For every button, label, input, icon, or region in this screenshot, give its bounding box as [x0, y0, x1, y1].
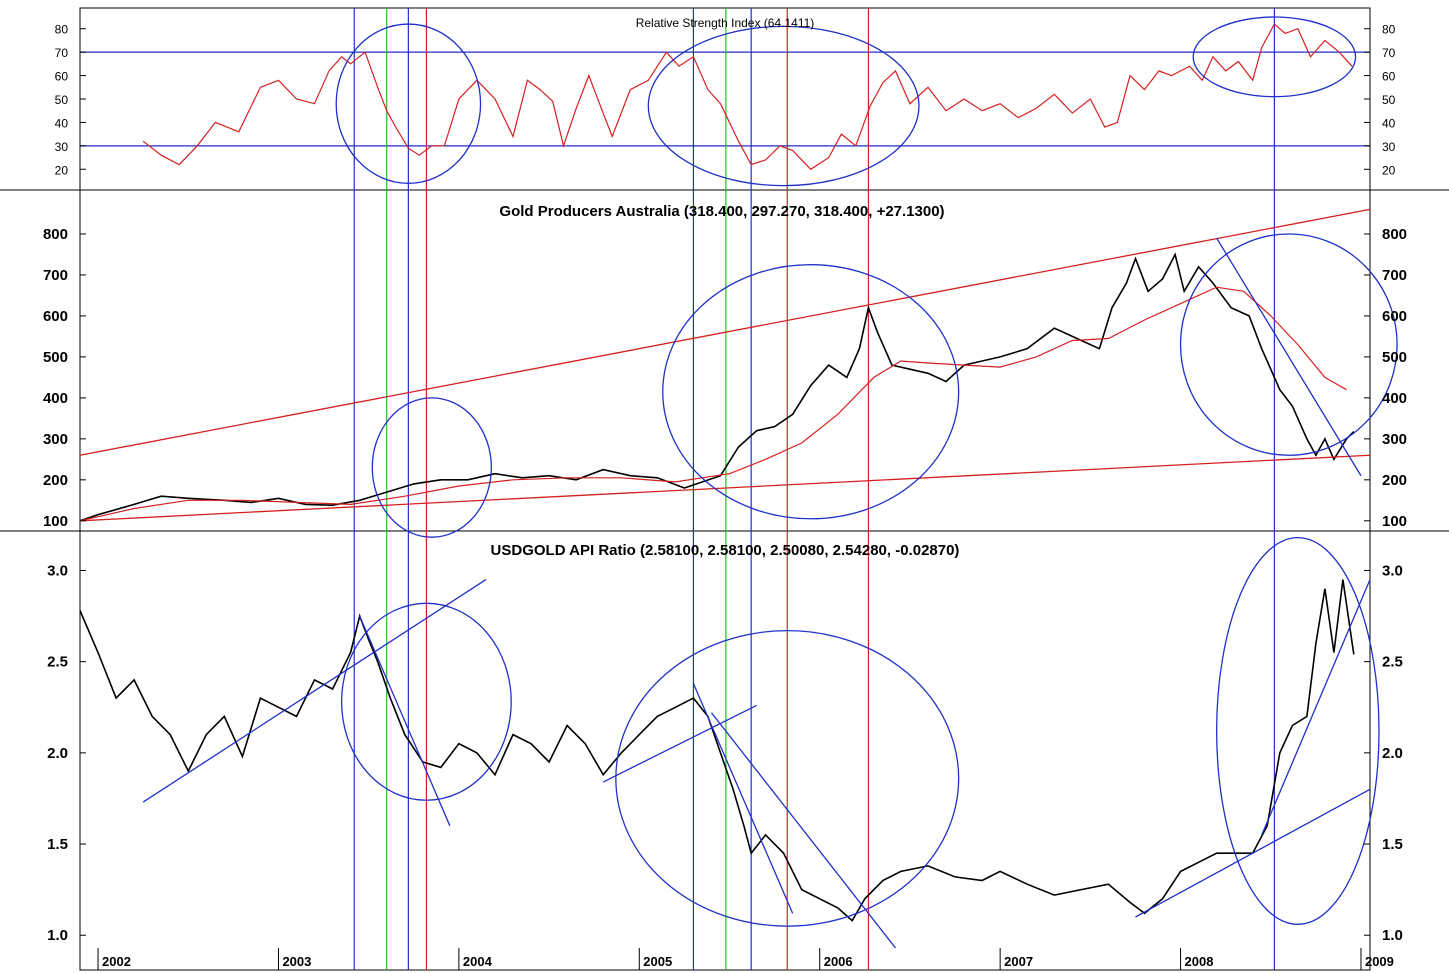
rsi-ytick-left-30: 30 [55, 140, 69, 154]
xtick-2008: 2008 [1185, 954, 1214, 969]
usdgold-api-ratio-series-0 [79, 579, 1355, 922]
usdgold-api-ratio-ytick-right-2.5: 2.5 [1382, 654, 1403, 671]
usdgold-api-ratio-ytick-left-2.0: 2.0 [47, 745, 68, 762]
xtick-2004: 2004 [463, 954, 493, 969]
usdgold-api-ratio-ellipse-7 [615, 630, 960, 927]
gold-producers-ytick-left-100: 100 [43, 513, 68, 530]
gold-producers-ytick-right-600: 600 [1382, 308, 1407, 325]
xtick-2005: 2005 [643, 954, 672, 969]
usdgold-api-ratio-trendline-2 [602, 704, 757, 783]
gold-producers-ytick-right-200: 200 [1382, 472, 1407, 489]
usdgold-api-ratio-trendline-5 [1135, 788, 1371, 918]
gold-producers-ytick-left-300: 300 [43, 431, 68, 448]
usdgold-api-ratio-ellipse-6 [340, 602, 512, 801]
trendlines [79, 208, 1371, 949]
usdgold-api-ratio-trendline-3 [692, 683, 794, 914]
rsi-ytick-right-30: 30 [1382, 140, 1396, 154]
gold-producers-ytick-left-600: 600 [43, 308, 68, 325]
usdgold-api-ratio-ytick-right-3.0: 3.0 [1382, 562, 1403, 579]
gold-producers-ytick-right-800: 800 [1382, 226, 1407, 243]
rsi-ellipse-0 [335, 23, 482, 184]
gold-producers-ytick-right-700: 700 [1382, 267, 1407, 284]
rsi-ytick-left-40: 40 [55, 116, 69, 130]
xtick-2009: 2009 [1365, 954, 1394, 969]
gold-producers-ytick-right-500: 500 [1382, 349, 1407, 366]
rsi-ytick-left-70: 70 [55, 46, 69, 60]
xtick-2007: 2007 [1004, 954, 1033, 969]
rsi-ytick-left-60: 60 [55, 70, 69, 84]
usdgold-api-ratio-ytick-left-2.5: 2.5 [47, 654, 68, 671]
reference-lines [80, 51, 1370, 147]
usdgold-api-ratio-ytick-right-2.0: 2.0 [1382, 745, 1403, 762]
gold-producers-ytick-right-300: 300 [1382, 431, 1407, 448]
rsi-ellipse-2 [1192, 16, 1357, 98]
usdgold-api-ratio-ytick-left-1.0: 1.0 [47, 927, 68, 944]
gold-producers-ellipse-5 [1179, 233, 1398, 456]
gold-producers-ellipse-4 [662, 264, 960, 520]
gold-producers-ytick-left-800: 800 [43, 226, 68, 243]
usdgold-api-ratio-ellipse-8 [1215, 536, 1380, 925]
rsi-ytick-right-60: 60 [1382, 70, 1396, 84]
price-series [79, 23, 1355, 922]
usdgold-api-ratio-trendline-4 [710, 712, 897, 949]
rsi-ytick-left-80: 80 [55, 23, 69, 37]
usdgold-api-ratio-ytick-left-3.0: 3.0 [47, 562, 68, 579]
usdgold-panel-title: USDGOLD API Ratio (2.58100, 2.58100, 2.5… [491, 542, 960, 559]
xtick-2003: 2003 [282, 954, 311, 969]
usdgold-api-ratio-ytick-left-1.5: 1.5 [47, 836, 68, 853]
gold-producers-ytick-left-500: 500 [43, 349, 68, 366]
gold-producers-ytick-left-400: 400 [43, 390, 68, 407]
rsi-ytick-right-70: 70 [1382, 46, 1396, 60]
highlight-ellipses [335, 16, 1398, 927]
gold-producers-ytick-right-100: 100 [1382, 513, 1407, 530]
rsi-ytick-right-50: 50 [1382, 93, 1396, 107]
rsi-ellipse-1 [647, 25, 920, 187]
gold-producers-trendline-1 [79, 454, 1371, 522]
rsi-ytick-left-20: 20 [55, 163, 69, 177]
gold-producers-series-1 [79, 286, 1347, 522]
usdgold-api-ratio-trendline-1 [359, 615, 451, 827]
gold-producers-ytick-left-700: 700 [43, 267, 68, 284]
gold-producers-ytick-left-200: 200 [43, 472, 68, 489]
rsi-panel-title: Relative Strength Index (64.1411) [636, 16, 815, 30]
gold-producers-ellipse-3 [371, 397, 493, 538]
gold-producers-panel-title: Gold Producers Australia (318.400, 297.2… [499, 203, 944, 220]
chart-frame [79, 7, 1371, 971]
xtick-2006: 2006 [824, 954, 853, 969]
rsi-series-0 [142, 23, 1353, 171]
usdgold-api-ratio-ytick-right-1.5: 1.5 [1382, 836, 1403, 853]
axis-ticks: 20 20 30 30 40 40 50 50 60 60 70 70 80 80 100 100 200 200… [43, 23, 1407, 970]
rsi-ytick-right-80: 80 [1382, 23, 1396, 37]
gold-producers-trendline-0 [79, 208, 1371, 456]
gold-producers-ytick-right-400: 400 [1382, 390, 1407, 407]
xtick-2002: 2002 [102, 954, 131, 969]
usdgold-api-ratio-trendline-0 [142, 579, 487, 803]
gold-producers-trendline-2 [1216, 237, 1362, 477]
rsi-ytick-left-50: 50 [55, 93, 69, 107]
usdgold-api-ratio-ytick-right-1.0: 1.0 [1382, 927, 1403, 944]
rsi-ytick-right-20: 20 [1382, 163, 1396, 177]
rsi-ytick-right-40: 40 [1382, 116, 1396, 130]
usdgold-api-ratio-trendline-6 [1261, 579, 1371, 836]
